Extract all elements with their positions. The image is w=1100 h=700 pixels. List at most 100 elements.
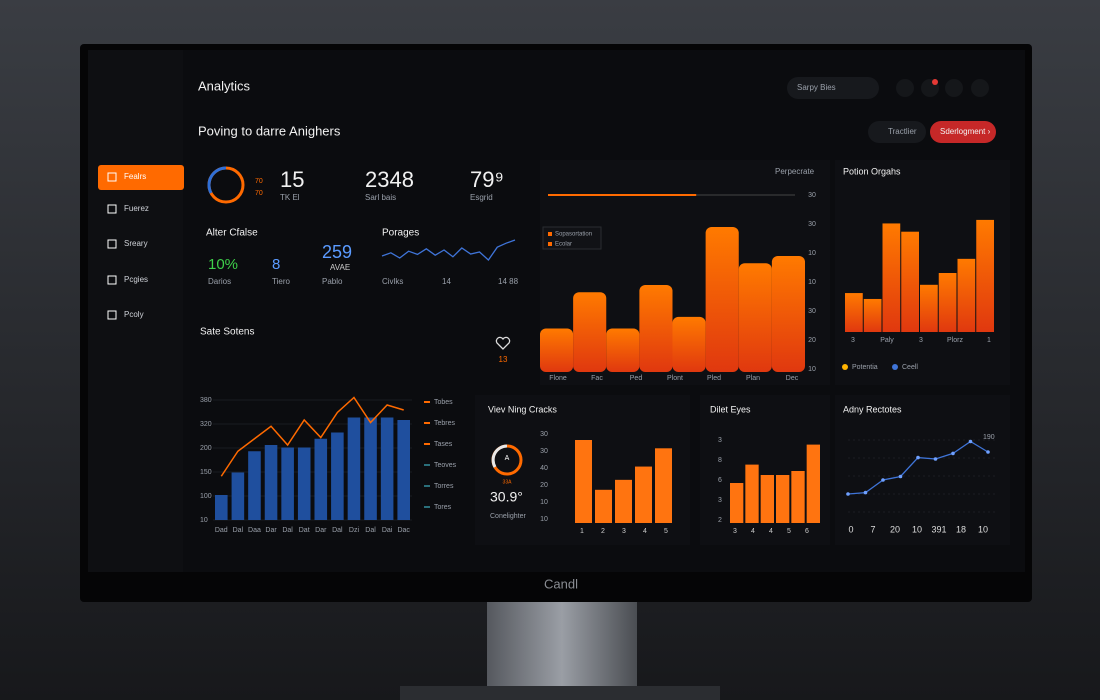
button-label[interactable]: Sderlogment › (940, 127, 991, 136)
y-tick-label: 20 (540, 482, 548, 489)
area-step (606, 328, 640, 372)
notification-dot (932, 79, 938, 85)
end-label: 190 (983, 434, 995, 441)
search-box[interactable] (787, 77, 879, 99)
sparkline (381, 239, 516, 261)
y-tick-label: 10 (808, 279, 816, 286)
x-tick-label: Daa (248, 527, 261, 534)
bar (347, 417, 361, 520)
nav-item[interactable]: Fealrs (124, 172, 146, 181)
legend-label: Tobes (434, 399, 453, 406)
kpi-value: 15 (280, 167, 304, 192)
y-tick-label: 30 (540, 448, 548, 455)
x-tick-label: 3 (919, 337, 923, 344)
gauge-center: A (505, 455, 510, 462)
nav-item[interactable]: Pcoly (124, 310, 144, 319)
gauge-sub: 33A (503, 479, 513, 485)
stat-label: Tiero (272, 277, 290, 286)
kpi-gauge-arc (207, 166, 227, 194)
x-tick-label: Dad (215, 527, 228, 534)
kpi-label: Sarl bais (365, 193, 396, 202)
card-title: Sate Sotens (200, 327, 254, 338)
nav-icon (107, 275, 117, 285)
bar (863, 298, 882, 332)
nav-item[interactable]: Pcgies (124, 275, 148, 284)
bar (595, 489, 612, 523)
x-tick-label: 5 (787, 528, 791, 535)
bar (845, 293, 863, 332)
x-tick-label: 391 (931, 524, 946, 534)
bar (806, 444, 820, 523)
bar (791, 471, 805, 523)
stat-label: Pablo (322, 277, 343, 286)
nav-icon (107, 172, 117, 182)
sidebar-active[interactable] (98, 165, 184, 190)
heart-count: 13 (499, 355, 508, 364)
x-tick-label: 0 (848, 524, 853, 534)
bar (776, 475, 790, 523)
x-tick-label: Paly (880, 337, 894, 344)
legend-swatch (548, 242, 552, 246)
x-tick-label: Plorz (947, 337, 963, 344)
heart-icon[interactable] (495, 336, 511, 350)
legend-label: Tases (434, 441, 453, 448)
area-step (672, 316, 706, 372)
bar (380, 417, 394, 520)
y-tick-label: 380 (200, 397, 212, 404)
area-step (573, 292, 607, 372)
y-tick-label: 10 (540, 516, 548, 523)
point (951, 451, 955, 456)
stat-value: 259 (322, 242, 352, 262)
point (863, 490, 868, 495)
card-title: Alter Cfalse (206, 228, 258, 239)
area-step (738, 263, 772, 372)
filter-pill[interactable] (868, 121, 926, 143)
nav-item[interactable]: Fuerez (124, 204, 149, 213)
area-step (540, 328, 574, 372)
nav-icon (107, 310, 117, 320)
legend-label: Sopasortation (555, 232, 592, 238)
x-tick-label: Dar (315, 527, 327, 534)
x-tick-label: 10 (912, 524, 922, 534)
x-tick-label: Dal (332, 527, 343, 534)
legend-box (542, 226, 602, 250)
gauge-label: Conelighter (490, 513, 526, 520)
gauge-value: 30.9° (490, 489, 523, 505)
area-step (639, 285, 673, 372)
x-tick-label: 4 (643, 528, 647, 535)
x-tick-label: Dai (382, 527, 393, 534)
x-tick-label: 18 (956, 524, 966, 534)
x-tick-label: Dal (233, 527, 244, 534)
point (916, 455, 920, 460)
bar (615, 479, 632, 523)
stat-label: Darios (208, 277, 231, 286)
x-tick-label: Flone (549, 375, 567, 382)
icon-button[interactable] (896, 79, 914, 97)
bar (882, 223, 901, 332)
kpi-label: Esgrid (470, 193, 493, 202)
x-tick-label: Ped (630, 375, 643, 382)
x-tick-label: 5 (664, 528, 668, 535)
y-tick-label: 10 (808, 250, 816, 257)
icon-button[interactable] (971, 79, 989, 97)
sidebar (88, 50, 183, 572)
area-step (705, 227, 739, 372)
point (898, 474, 903, 479)
y-tick-label: 10 (200, 517, 208, 524)
x-tick-label: 1 (987, 337, 991, 344)
view-gauge-arc (491, 444, 508, 468)
x-tick-label: 20 (890, 524, 900, 534)
x-tick-label: Dec (786, 375, 799, 382)
section-title: Poving to darre Anighers (198, 123, 341, 138)
nav-item[interactable]: Sreary (124, 239, 148, 248)
search-placeholder: Sarpy Bies (797, 83, 836, 92)
x-tick-label: Fac (591, 375, 603, 382)
y-tick-label: 320 (200, 421, 212, 428)
x-tick-label: 6 (805, 528, 809, 535)
icon-button[interactable] (945, 79, 963, 97)
legend-label: Potentia (852, 364, 878, 371)
nav-icon (107, 239, 117, 249)
bar (976, 219, 994, 332)
primary-button[interactable] (930, 121, 996, 143)
gauge-label: 70 (255, 190, 263, 197)
